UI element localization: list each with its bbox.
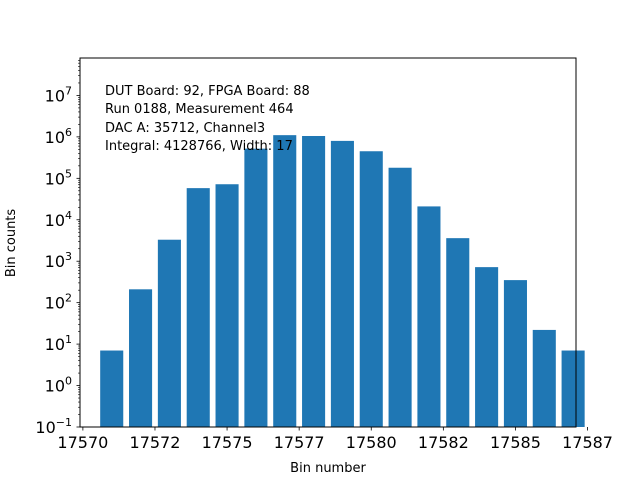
bar-17571 — [100, 350, 124, 427]
bar-17575 — [215, 184, 239, 427]
annotation-board: DUT Board: 92, FPGA Board: 88 — [105, 84, 310, 99]
x-tick-label: 17587 — [562, 433, 613, 452]
y-axis-label: Bin counts — [4, 209, 19, 278]
y-tick-label: 104 — [45, 209, 72, 230]
annotation-run: Run 0188, Measurement 464 — [105, 102, 294, 117]
annotation-dac: DAC A: 35712, Channel3 — [105, 121, 265, 136]
y-tick-label: 100 — [45, 375, 72, 396]
x-tick-label: 17575 — [202, 433, 253, 452]
x-axis-label: Bin number — [290, 461, 366, 476]
bars-group — [100, 135, 585, 428]
x-tick-label: 17572 — [130, 433, 181, 452]
bar-17585 — [503, 280, 527, 427]
annotation-integral: Integral: 4128766, Width: 17 — [105, 139, 293, 154]
bar-17587 — [561, 350, 585, 427]
bar-17583 — [446, 238, 470, 427]
bar-17581 — [388, 167, 412, 428]
y-tick-label: 10−1 — [35, 416, 72, 437]
bar-17580 — [359, 151, 383, 427]
bar-17572 — [129, 289, 153, 427]
bar-17578 — [302, 136, 326, 427]
bar-17573 — [157, 239, 181, 427]
y-axis-ticks: 10−1 100 101 102 103 104 105 106 107 — [35, 84, 80, 437]
y-tick-label: 105 — [45, 167, 72, 188]
x-tick-label: 17570 — [57, 433, 108, 452]
x-axis-ticks: 17570 17572 17575 17577 17580 17582 17585 17587 — [57, 427, 613, 452]
bar-17586 — [532, 329, 556, 427]
x-tick-label: 17582 — [418, 433, 469, 452]
bar-17579 — [330, 140, 354, 427]
bar-17574 — [186, 188, 210, 427]
x-tick-label: 17580 — [346, 433, 397, 452]
x-tick-label: 17585 — [490, 433, 541, 452]
y-tick-label: 102 — [45, 292, 72, 313]
y-tick-label: 101 — [45, 333, 72, 354]
x-tick-label: 17577 — [274, 433, 325, 452]
plot-frame — [79, 57, 577, 428]
y-tick-label: 103 — [45, 250, 72, 271]
y-tick-label: 107 — [45, 84, 72, 105]
y-tick-label: 106 — [45, 126, 72, 147]
bar-17582 — [417, 206, 441, 427]
bar-17576 — [244, 148, 268, 427]
bar-17584 — [475, 267, 499, 427]
bar-17577 — [273, 135, 297, 427]
